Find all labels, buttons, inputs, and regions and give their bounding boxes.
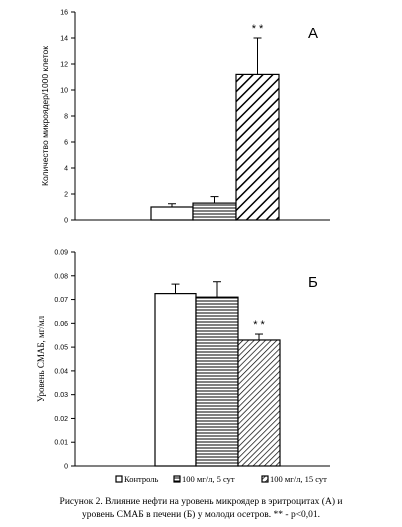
panel-label: Б	[308, 274, 318, 291]
legend-swatch	[261, 475, 269, 483]
y-tick-label: 0.03	[54, 392, 68, 399]
bar	[154, 293, 197, 467]
caption-line-1: Рисунок 2. Влияние нефти на уровень микр…	[59, 497, 343, 507]
y-tick-label: 0.05	[54, 345, 68, 352]
y-tick-label: 10	[60, 88, 68, 95]
y-tick-label: 0.02	[54, 416, 68, 423]
y-tick-label: 4	[64, 166, 68, 173]
y-tick-label: 0.09	[54, 250, 68, 257]
bar	[195, 296, 239, 467]
y-tick-label: 12	[60, 62, 68, 69]
bar	[192, 202, 237, 221]
y-tick-label: 0.06	[54, 321, 68, 328]
y-tick-label: 16	[60, 10, 68, 17]
y-tick-label: 0	[64, 464, 68, 471]
y-tick-label: 14	[60, 36, 68, 43]
legend-label: 100 мг/л, 5 сут	[182, 474, 235, 484]
significance-mark: * *	[253, 319, 265, 331]
y-tick-label: 0.07	[54, 297, 68, 304]
y-tick-label: 0.01	[54, 440, 68, 447]
y-tick-label: 6	[64, 140, 68, 147]
caption-line-2: уровень СМАБ в печени (Б) у молоди осетр…	[81, 510, 321, 520]
y-tick-label: 8	[64, 114, 68, 121]
panel-label: А	[308, 25, 318, 42]
y-tick-label: 2	[64, 192, 68, 199]
y-axis-label: Уровень СМАБ, мг/мл	[36, 315, 46, 402]
chart-a: 0 2 4 6 8 10 12 14 16 Количество микроядер/1000 к…	[40, 10, 330, 225]
y-tick-label: 0.08	[54, 273, 68, 280]
y-axis-label: Количество микроядер/1000 клеток	[40, 46, 50, 186]
significance-mark: * *	[252, 23, 264, 35]
figure-caption: Рисунок 2. Влияние нефти на уровень микр…	[0, 496, 402, 522]
legend: Контроль 100 мг/л, 5 сут 100 мг/л, 15 сут	[115, 474, 327, 484]
bar	[150, 206, 194, 221]
bar	[235, 73, 280, 221]
legend-label: Контроль	[124, 474, 158, 484]
legend-swatch	[115, 475, 123, 483]
chart-b: 0 0.01 0.02 0.03 0.04 0.05 0.06 0.07 0.08 0.09 Уро…	[36, 250, 330, 471]
legend-swatch	[173, 475, 181, 483]
legend-label: 100 мг/л, 15 сут	[270, 474, 327, 484]
y-tick-label: 0.04	[54, 368, 68, 375]
y-tick-label: 0	[64, 218, 68, 225]
bar	[237, 339, 281, 467]
